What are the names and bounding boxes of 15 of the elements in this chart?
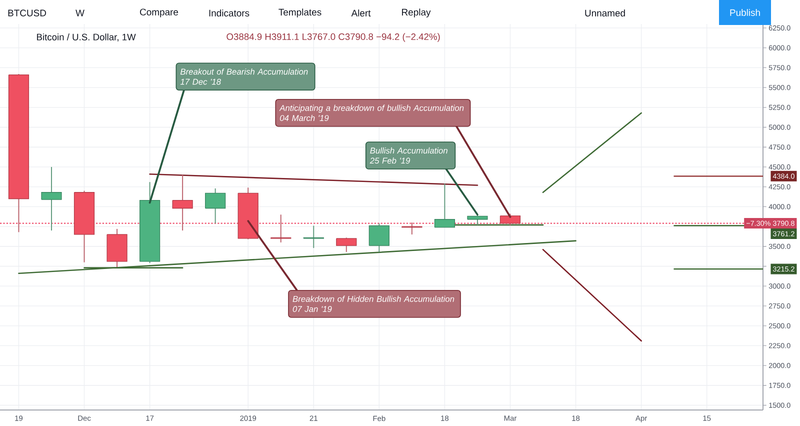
text: Replay <box>402 8 431 18</box>
annotation: Breakout of Bearish Accumulation 17 Dec '18 <box>180 68 308 85</box>
text: Publish <box>730 9 760 16</box>
text: Indicators <box>209 10 250 16</box>
text: Alert <box>351 10 371 16</box>
text: Templates <box>278 8 322 18</box>
text: Unnamed <box>585 10 625 16</box>
annotation: Anticipating a breakdown of bullish Accumulation 04 March '19 <box>279 104 464 122</box>
annotation: Bullish Accumulation 25 Feb '19 <box>370 147 448 164</box>
text: O3884.9 H3911.1 L3767.0 C3790.8 −94.2 (−2.42%) <box>226 33 440 42</box>
annotation: Breakdown of Hidden Bullish Accumulation 07 Jan '19 <box>292 296 454 312</box>
text: Compare <box>140 8 178 18</box>
text: Bitcoin / U.S. Dollar, 1W <box>37 34 136 42</box>
text: BTCUSD <box>8 10 46 16</box>
text: W <box>76 10 84 16</box>
